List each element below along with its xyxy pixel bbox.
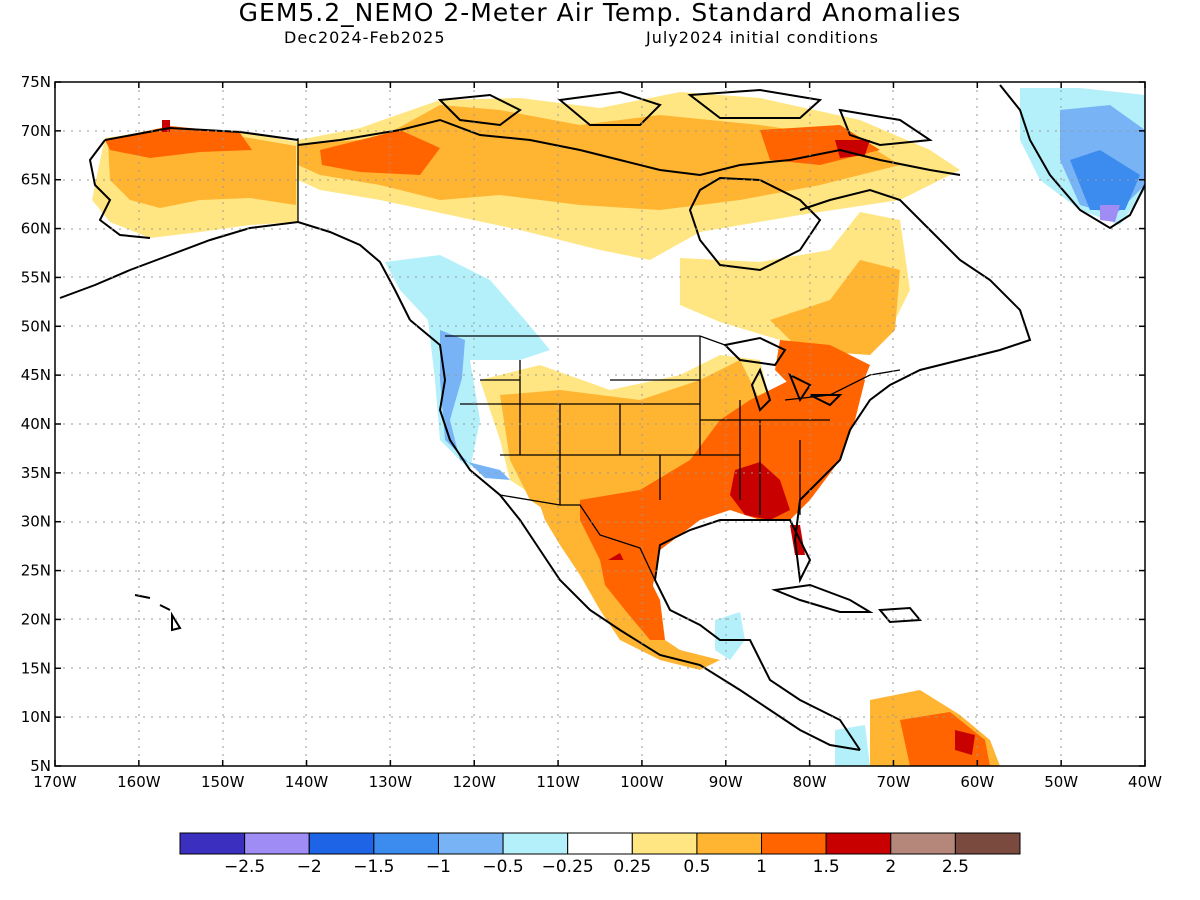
lon-tick-label: 90W [709, 773, 743, 791]
lat-tick-label: 55N [21, 268, 51, 286]
colorbar-label: 2.5 [942, 857, 969, 877]
north-america-west-coast [409, 319, 861, 751]
arctic-islands [437, 88, 933, 147]
colorbar-swatch [696, 832, 763, 855]
colorbar-label: 0.5 [683, 857, 710, 877]
colorbar-swatch [567, 832, 633, 855]
lon-tick-label: 150W [201, 773, 245, 791]
lat-tick-label: 50N [21, 317, 51, 335]
lon-tick-label: 120W [452, 773, 496, 791]
colorbar: −2.5 −2 −1.5 −1 −0.5 −0.25 0.25 0.5 1 1.5 2 2.5 [179, 832, 1021, 877]
lon-tick-label: 40W [1128, 773, 1162, 791]
greenland-coast [999, 84, 1145, 230]
great-lakes-hot-area [775, 340, 870, 400]
colorbar-label: 1 [756, 857, 767, 877]
lon-tick-label: 160W [117, 773, 161, 791]
colorbar-swatch [179, 832, 246, 855]
colorbar-swatch [373, 832, 439, 855]
lon-tick-label: 140W [285, 773, 329, 791]
cuba [771, 583, 874, 613]
colorbar-label: −2.5 [224, 857, 265, 877]
hispaniola [877, 606, 923, 624]
alaska-coast [59, 126, 411, 321]
canadian-arctic-coast [297, 118, 961, 177]
colorbar-label: −2 [297, 857, 322, 877]
lat-tick-label: 45N [21, 366, 51, 384]
borders [297, 138, 901, 581]
us-mexico-border [499, 494, 656, 581]
lon-tick-label: 60W [960, 773, 994, 791]
lat-tick-label: 15N [21, 659, 51, 677]
quebec-warmer-area [770, 260, 900, 355]
colorbar-swatch [890, 832, 956, 855]
central-us-warmer-area [500, 360, 760, 540]
alaska-peak [162, 120, 170, 132]
anomaly-fields [92, 88, 1145, 766]
pacific-northwest-cool-area [385, 255, 550, 470]
lat-tick-label: 25N [21, 562, 51, 580]
colorbar-swatch [825, 832, 892, 855]
northern-canada-hot-area [320, 130, 440, 175]
longitude-axis: 170W 160W 150W 140W 130W 120W 110W 100W 90W 80W 70… [33, 82, 1162, 791]
colorbar-swatch [244, 832, 310, 855]
colorbar-swatch [502, 832, 569, 855]
lon-tick-label: 170W [33, 773, 77, 791]
central-america-cool-area [715, 612, 745, 660]
graticule [55, 82, 1145, 766]
lat-tick-label: 70N [21, 122, 51, 140]
lat-tick-label: 40N [21, 415, 51, 433]
latitude-axis: 75N 70N 65N 60N 55N 50N 45N 40N 35N 30N 25N 20N 15N 1… [21, 73, 1145, 775]
lat-tick-label: 60N [21, 220, 51, 238]
initial-conditions: July2024 initial conditions [646, 28, 879, 47]
nunavut-hot-area [835, 140, 870, 158]
colorbar-label: −0.25 [542, 857, 594, 877]
colorbar-swatch [631, 832, 698, 855]
colorbar-label: −0.5 [482, 857, 523, 877]
colorbar-label: 2 [885, 857, 896, 877]
lon-tick-label: 80W [793, 773, 827, 791]
south-america-peak-area [955, 730, 975, 755]
colorbar-swatch [761, 832, 827, 855]
lat-tick-label: 30N [21, 513, 51, 531]
lon-tick-label: 100W [620, 773, 664, 791]
great-lakes [722, 336, 843, 412]
pacific-coast-cooler-area [440, 330, 510, 480]
map-title: GEM5.2_NEMO 2-Meter Air Temp. Standard A… [238, 0, 962, 27]
colorbar-swatch [954, 832, 1021, 855]
lat-tick-label: 10N [21, 708, 51, 726]
hawaii [134, 594, 182, 632]
colombia-cool-area [835, 725, 870, 766]
colorbar-label: 1.5 [813, 857, 840, 877]
colorbar-label: −1 [426, 857, 451, 877]
mexico-warm-area [540, 505, 720, 670]
lat-tick-label: 20N [21, 610, 51, 628]
florida-peak-area [790, 525, 805, 555]
us-state-lines [460, 336, 830, 515]
lon-tick-label: 50W [1044, 773, 1078, 791]
hudson-bay-coast [688, 176, 822, 272]
colorbar-swatch [308, 832, 375, 855]
lat-tick-label: 5N [30, 757, 51, 775]
lat-tick-label: 35N [21, 464, 51, 482]
lat-tick-label: 65N [21, 171, 51, 189]
colorbar-swatch [437, 832, 504, 855]
colorbar-label: 0.25 [613, 857, 651, 877]
forecast-period: Dec2024-Feb2025 [284, 28, 446, 47]
lon-tick-label: 110W [536, 773, 580, 791]
lon-tick-label: 130W [369, 773, 413, 791]
greenland-tip-area [1100, 205, 1120, 222]
colorbar-label: −1.5 [353, 857, 394, 877]
mexico-hot-area [600, 560, 665, 640]
lon-tick-label: 70W [877, 773, 911, 791]
lat-tick-label: 75N [21, 73, 51, 91]
southeast-us-hot-area [580, 370, 865, 620]
